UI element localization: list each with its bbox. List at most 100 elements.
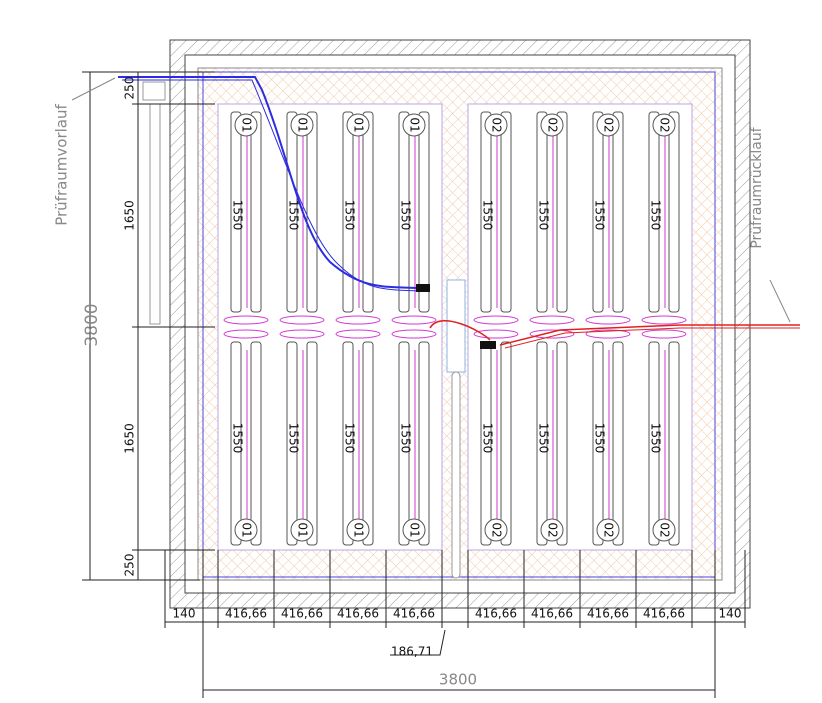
length-label: 1550: [399, 200, 413, 231]
loop: [473, 329, 519, 339]
horizontal-dimension: 140: [719, 607, 742, 621]
loop: [641, 315, 687, 325]
panel-bar: [556, 111, 568, 313]
vertical-dimension: 250: [123, 77, 137, 100]
loop: [585, 329, 631, 339]
loop: [223, 329, 269, 339]
loop: [391, 315, 437, 325]
panel-bar: [418, 341, 430, 546]
length-label: 1550: [481, 423, 495, 454]
panel-bar: [480, 111, 492, 313]
horizontal-dimension: 416,66: [393, 607, 435, 621]
loop: [279, 329, 325, 339]
panel-bar: [612, 111, 624, 313]
loop: [641, 329, 687, 339]
circuit-circle: [652, 113, 676, 137]
length-label: 1550: [231, 200, 245, 231]
return-label: Prüfraumrücklauf: [749, 126, 765, 248]
panel-bar: [342, 341, 354, 546]
panel-bar: [230, 111, 242, 313]
panels: 01 1550 01 1550 01 1550 01 1550 02 1550 02 1550 02 15…: [223, 111, 687, 546]
panel-bar: [668, 341, 680, 546]
horizontal-dimension: 416,66: [225, 607, 267, 621]
circuit-label: 01: [408, 522, 422, 537]
gap-dimension: 186,71: [391, 645, 433, 659]
circuit-label: 02: [658, 117, 672, 132]
panel-bar: [362, 111, 374, 313]
length-label: 1550: [593, 423, 607, 454]
panel-bar: [398, 341, 410, 546]
supply-label: Prüfraumvorlauf: [53, 103, 71, 225]
circuit-circle: [540, 113, 564, 137]
panel-bar: [286, 111, 298, 313]
panel-bar: [612, 341, 624, 546]
length-label: 1550: [649, 200, 663, 231]
panel-bar: [362, 341, 374, 546]
circuit-circle: [402, 113, 426, 137]
length-label: 1550: [537, 200, 551, 231]
panel-bar: [500, 341, 512, 546]
loop: [223, 315, 269, 325]
circuit-circle: [346, 113, 370, 137]
horizontal-dimension: 140: [173, 607, 196, 621]
panel-bar: [536, 111, 548, 313]
circuit-label: 01: [296, 522, 310, 537]
length-label: 1550: [287, 423, 301, 454]
circuit-circle: [346, 518, 370, 542]
vertical-total: 3800: [82, 303, 102, 346]
panel-bar: [250, 111, 262, 313]
circuit-label: 01: [352, 117, 366, 132]
loop: [391, 329, 437, 339]
circuit-circle: [234, 518, 258, 542]
circuit-label: 01: [352, 522, 366, 537]
panel-bar: [668, 111, 680, 313]
circuit-circle: [290, 113, 314, 137]
horizontal-total: 3800: [439, 671, 477, 689]
vertical-dimension: 250: [123, 554, 137, 577]
horizontal-dimension: 416,66: [531, 607, 573, 621]
pipes: [118, 76, 800, 349]
circuit-circle: [652, 518, 676, 542]
vertical-dimension: 1650: [123, 200, 137, 231]
length-label: 1550: [231, 423, 245, 454]
circuit-circle: [540, 518, 564, 542]
panel-bar: [500, 111, 512, 313]
circuit-label: 02: [490, 522, 504, 537]
circuit-circle: [596, 113, 620, 137]
loop: [529, 329, 575, 339]
panel-bar: [306, 341, 318, 546]
panel-bar: [556, 341, 568, 546]
panel-bar: [592, 111, 604, 313]
circuit-label: 02: [602, 117, 616, 132]
vertical-dimension: 1650: [123, 423, 137, 454]
length-label: 1550: [649, 423, 663, 454]
length-label: 1550: [343, 200, 357, 231]
panel-bar: [398, 111, 410, 313]
circuit-circle: [290, 518, 314, 542]
circuit-circle: [402, 518, 426, 542]
horizontal-dimension: 416,66: [587, 607, 629, 621]
horizontal-dimension: 416,66: [337, 607, 379, 621]
panel-bar: [286, 341, 298, 546]
length-label: 1550: [343, 423, 357, 454]
panel-bar: [418, 111, 430, 313]
length-label: 1550: [537, 423, 551, 454]
length-label: 1550: [399, 423, 413, 454]
circuit-circle: [484, 518, 508, 542]
loop: [529, 315, 575, 325]
panel-bar: [592, 341, 604, 546]
circuit-label: 02: [490, 117, 504, 132]
panel-bar: [230, 341, 242, 546]
circuit-label: 02: [658, 522, 672, 537]
circuit-label: 01: [240, 117, 254, 132]
circuit-circle: [596, 518, 620, 542]
horizontal-dimension: 416,66: [475, 607, 517, 621]
panel-bar: [342, 111, 354, 313]
loop: [585, 315, 631, 325]
circuit-label: 01: [408, 117, 422, 132]
circuit-label: 02: [602, 522, 616, 537]
dimensions: Prüfraumvorlauf Prüfraumrücklauf 3800 38…: [53, 71, 791, 698]
panel-bar: [536, 341, 548, 546]
circuit-circle: [484, 113, 508, 137]
